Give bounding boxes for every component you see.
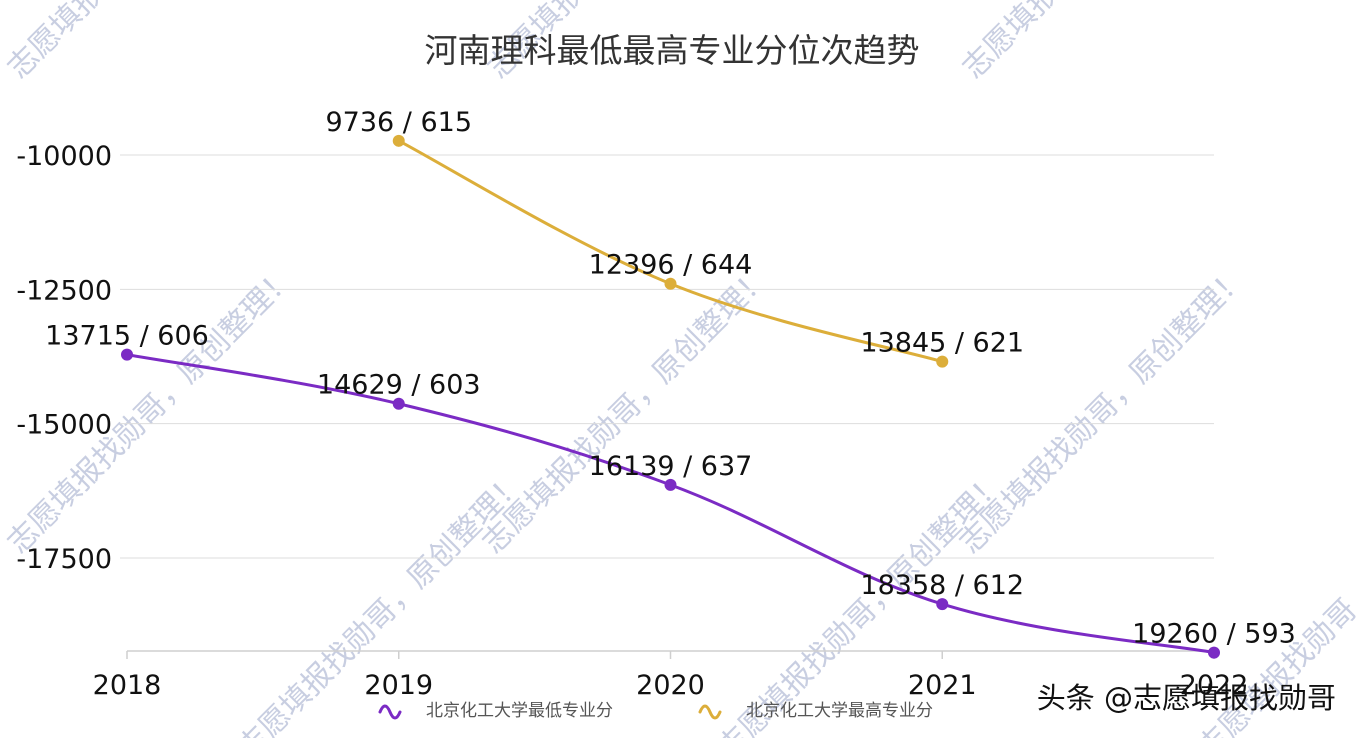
data-label: 16139 / 637 (589, 451, 753, 482)
data-labels: 13715 / 606 14629 / 603 16139 / 637 18358 /… (45, 107, 1296, 650)
data-point (121, 348, 133, 361)
legend-entry: 北京化工大学最低专业分 (426, 701, 613, 721)
chart-title: 河南理科最低最高专业分位次趋势 (425, 31, 920, 70)
data-point (664, 277, 677, 290)
watermark-text: 志愿填报找勋哥，原创整理！ (956, 0, 1257, 86)
data-point (1208, 646, 1220, 659)
data-point (392, 397, 405, 410)
data-label: 9736 / 615 (325, 107, 472, 138)
y-tick-label: -10000 (16, 141, 112, 172)
y-tick-label: -12500 (16, 275, 112, 306)
series-line (126, 353, 1215, 655)
series-layer (121, 134, 1220, 659)
grid-lines (120, 154, 1214, 559)
data-label: 19260 / 593 (1132, 619, 1296, 650)
x-tick-label: 2019 (364, 670, 433, 701)
watermark-text: 志愿填报找勋哥，原创整理！ (953, 260, 1254, 561)
data-label: 14629 / 603 (317, 370, 481, 401)
legend[interactable]: 北京化工大学最低专业分 北京化工大学最高专业分 (378, 701, 933, 721)
credit-text: 头条 @志愿填报找勋哥 (1037, 681, 1336, 715)
legend-swatch-icon (378, 704, 402, 720)
x-tick-label: 2021 (908, 670, 977, 701)
x-tick-label: 2020 (636, 670, 705, 701)
data-label: 18358 / 612 (860, 570, 1024, 601)
data-point (664, 478, 677, 491)
data-label: 13715 / 606 (45, 321, 209, 352)
y-tick-label: -15000 (16, 410, 112, 441)
watermark-text: 志愿填报找勋哥，原创整理！ (1, 0, 302, 86)
x-axis: 2018 2019 2020 2021 2022 (93, 650, 1249, 701)
data-point (936, 355, 949, 368)
data-label: 12396 / 644 (589, 250, 753, 281)
y-axis-ticks: -10000 -12500 -15000 -17500 (16, 141, 112, 575)
legend-swatch-icon (698, 704, 722, 720)
data-point (392, 134, 405, 147)
legend-entry: 北京化工大学最高专业分 (746, 701, 933, 721)
x-tick-label: 2022 (1180, 670, 1249, 701)
x-tick-label: 2018 (93, 670, 162, 701)
y-tick-label: -17500 (16, 544, 112, 575)
data-label: 13845 / 621 (860, 328, 1024, 359)
data-point (936, 598, 949, 611)
